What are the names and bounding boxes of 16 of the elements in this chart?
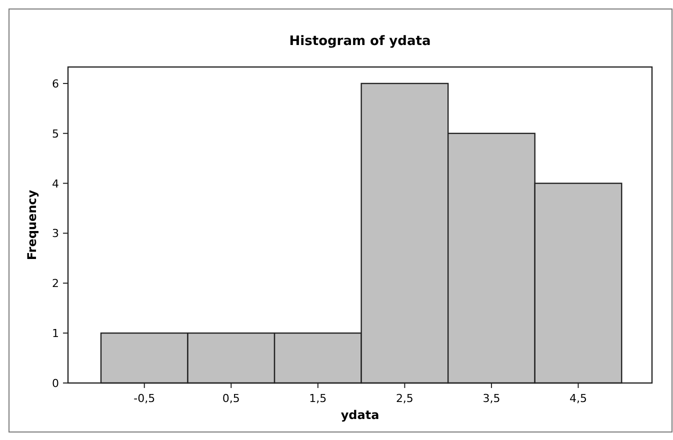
x-tick-label: 0,5 <box>222 392 240 405</box>
y-axis-title: Frequency <box>25 190 39 260</box>
y-tick-label: 3 <box>52 227 59 240</box>
x-tick-label: 2,5 <box>396 392 414 405</box>
x-tick-label: -0,5 <box>134 392 156 405</box>
x-tick-label: 3,5 <box>482 392 500 405</box>
x-tick-label: 1,5 <box>309 392 327 405</box>
y-tick-label: 4 <box>52 177 59 190</box>
x-axis-title: ydata <box>340 408 380 422</box>
chart-title: Histogram of ydata <box>289 34 431 49</box>
y-tick-label: 2 <box>52 277 59 290</box>
y-tick-label: 0 <box>52 377 59 390</box>
x-tick-label: 4,5 <box>569 392 587 405</box>
y-tick-label: 5 <box>52 127 59 140</box>
y-tick-label: 1 <box>52 327 59 340</box>
y-tick-label: 6 <box>52 77 59 90</box>
